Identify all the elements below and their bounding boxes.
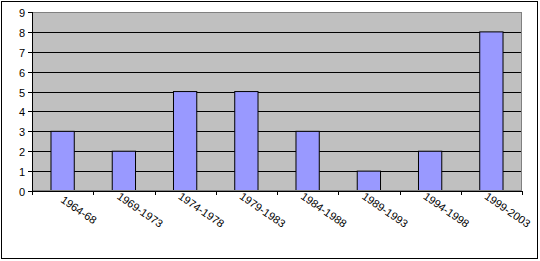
- y-tick-label: 2: [19, 146, 25, 158]
- y-tick-label: 3: [19, 126, 25, 138]
- grid-line: [32, 111, 522, 112]
- x-tick-separator: [155, 191, 156, 195]
- x-tick-separator: [216, 191, 217, 195]
- y-tick: [28, 191, 32, 192]
- y-tick-label: 6: [19, 67, 25, 79]
- grid-line: [32, 52, 522, 53]
- x-tick-separator: [93, 191, 94, 195]
- x-tick-label: 1984-1988: [299, 190, 349, 230]
- y-tick: [28, 92, 32, 93]
- y-tick-label: 7: [19, 47, 25, 59]
- chart-container: 0 1 2 3 4 5 6 7 8 9 1964-68 1969-1973 1974-1978 1979-…: [0, 0, 540, 261]
- y-tick-label: 0: [19, 186, 25, 198]
- y-tick: [28, 72, 32, 73]
- y-tick: [28, 111, 32, 112]
- bar: [173, 92, 196, 191]
- y-tick-label: 4: [19, 106, 25, 118]
- y-tick: [28, 151, 32, 152]
- bar: [112, 151, 135, 191]
- grid-line: [32, 131, 522, 132]
- x-tick-separator: [400, 191, 401, 195]
- x-tick-separator: [277, 191, 278, 195]
- grid-line: [32, 72, 522, 73]
- x-tick-label: 1994-1998: [421, 190, 471, 230]
- bar: [357, 171, 380, 191]
- y-tick: [28, 171, 32, 172]
- y-tick-label: 1: [19, 166, 25, 178]
- y-tick-label: 5: [19, 87, 25, 99]
- y-axis-line: [32, 12, 33, 191]
- x-tick-label: 1964-68: [59, 193, 99, 226]
- x-tick-separator: [338, 191, 339, 195]
- plot-area: [32, 12, 522, 191]
- y-tick: [28, 52, 32, 53]
- bar: [51, 131, 74, 191]
- grid-line: [32, 32, 522, 33]
- bar: [418, 151, 441, 191]
- x-tick-separator: [32, 191, 33, 195]
- plot-border: [33, 13, 522, 191]
- bar: [296, 131, 319, 191]
- x-tick-label: 1974-1978: [176, 190, 226, 230]
- x-tick-label: 1969-1973: [115, 190, 165, 230]
- chart-svg: 0 1 2 3 4 5 6 7 8 9 1964-68 1969-1973 1974-1978 1979-…: [0, 0, 540, 261]
- bar: [480, 32, 503, 191]
- x-tick-label: 1979-1983: [238, 190, 288, 230]
- grid-line: [32, 151, 522, 152]
- y-tick-label: 9: [19, 7, 25, 19]
- bars: [51, 32, 503, 191]
- grid-line: [32, 92, 522, 93]
- x-tick-separator: [461, 191, 462, 195]
- x-tick-separator: [522, 191, 523, 195]
- y-tick-label: 8: [19, 27, 25, 39]
- chart-frame: [2, 2, 538, 259]
- y-tick: [28, 131, 32, 132]
- x-tick-label: 1999-2003: [483, 190, 533, 230]
- y-tick: [28, 12, 32, 13]
- y-tick: [28, 32, 32, 33]
- grid-line: [32, 171, 522, 172]
- bar: [235, 92, 258, 191]
- x-tick-label: 1989-1993: [360, 190, 410, 230]
